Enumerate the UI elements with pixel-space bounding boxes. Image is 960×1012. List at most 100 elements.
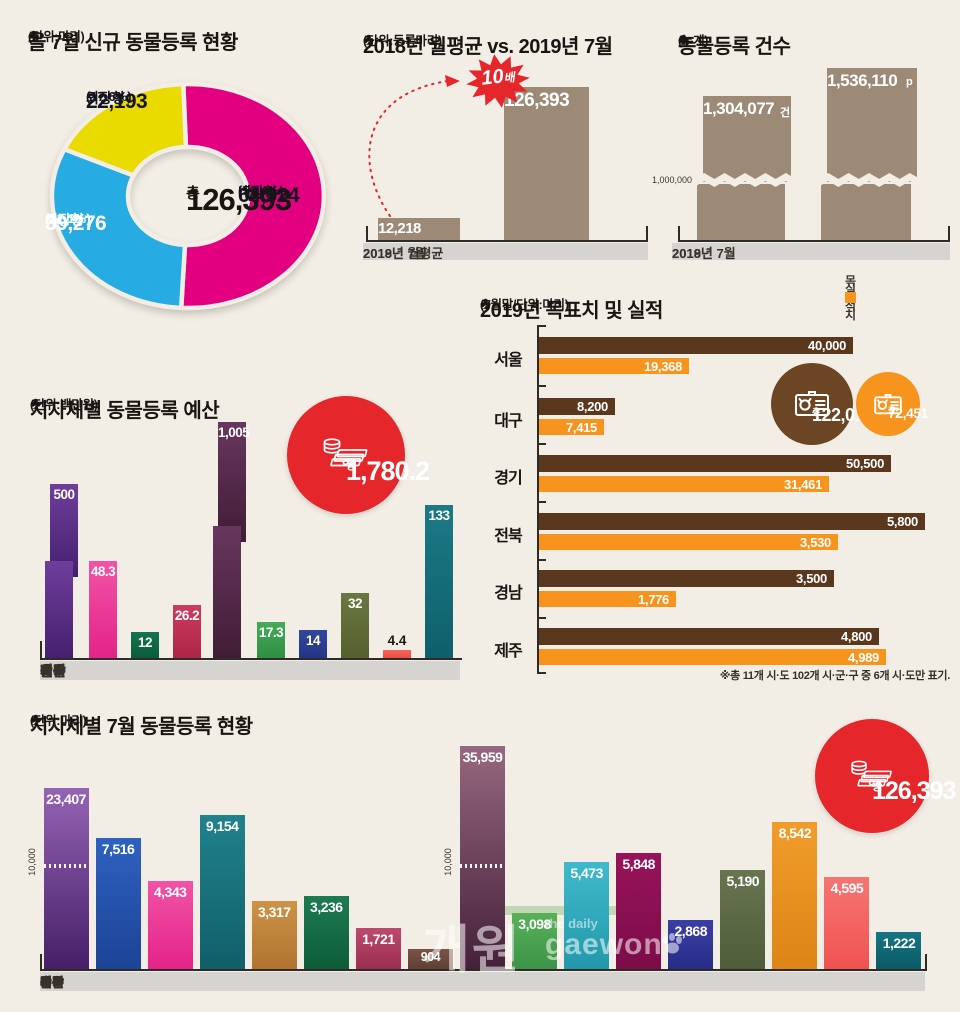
break-value-label: 10,000 (26, 848, 37, 876)
axis-tick (646, 226, 648, 242)
bar-value: 5,848 (622, 856, 655, 872)
axis-baseline (678, 240, 950, 242)
x-label: 2019년 7월 (672, 246, 736, 261)
pet-id-tag-icon (874, 393, 902, 414)
donut-chart (49, 81, 327, 311)
axis-tick (948, 226, 950, 242)
club-icon: ♣ (363, 30, 374, 49)
legend-actual: 실적 (845, 282, 857, 313)
bar-울산 (355, 928, 401, 969)
bar-제주 (876, 932, 922, 969)
growth-arrow (368, 75, 460, 217)
axis-break-zigzag (817, 172, 921, 188)
x-label-제주: 제주 (40, 663, 66, 679)
donut-slice-1 (49, 146, 188, 311)
bar-경기 (460, 746, 505, 969)
bar-전남 (720, 870, 766, 969)
x-label-전남: 전남 (40, 663, 66, 679)
bar-value: 133 (428, 508, 450, 523)
bar-경남 (383, 650, 411, 658)
x-label-경남: 경남 (40, 975, 64, 990)
bar-value: 3,317 (257, 904, 291, 920)
chart-footnote: ※총 11개 시·도 102개 시·군·구 중 6개 시·도만 표기. (719, 670, 951, 682)
axis-break-zigzag (693, 172, 797, 188)
bar-2019-lower (821, 184, 911, 242)
x-label-경남: 경남 (40, 663, 66, 679)
x-label-대전: 대전 (40, 663, 66, 679)
x-label-서울: 서울 (40, 975, 64, 990)
axis-tick (537, 559, 546, 561)
bar-인천 (199, 815, 245, 969)
axis-baseline (366, 240, 648, 242)
bar-광주 (251, 901, 297, 969)
axis-tick (537, 672, 546, 674)
bar-대구 (89, 561, 117, 658)
pet-id-tag-icon (795, 391, 829, 416)
bar-value: 23,407 (46, 791, 86, 807)
money-stack-icon (851, 760, 892, 787)
watermark-gaewon: gaewon (545, 928, 663, 961)
bar-경기-upper (218, 422, 246, 542)
x-label-충북: 충북 (40, 975, 64, 990)
goal-bar-서울: 40,000 (539, 337, 853, 354)
region-label: 서울 (494, 352, 522, 369)
bar-2018-monthly-avg: 12,218 (378, 218, 460, 240)
x-axis-strip: 2018년 월평균 2019년 7월 (363, 243, 648, 261)
bar-value: 4,595 (830, 880, 864, 896)
watermark-the-daily: the daily (545, 916, 598, 931)
bar-value: 12 (137, 635, 153, 650)
bar-2018-lower (697, 184, 785, 242)
axis-break-dash (460, 864, 505, 868)
bar-suffix: p (906, 76, 913, 88)
x-label-전북: 전북 (40, 975, 64, 990)
axis-tick (537, 617, 546, 619)
bar-value: 26.2 (174, 608, 200, 623)
bar-value: 904 (420, 950, 441, 964)
bar-2019-july: 126,393 (504, 87, 589, 240)
actual-bar-제주: 4,989 (539, 649, 886, 665)
x-label-전북: 전북 (40, 663, 66, 679)
x-label-전남: 전남 (40, 975, 64, 990)
goal-bar-제주: 4,800 (539, 628, 879, 645)
bar-전남 (341, 593, 369, 658)
bar-value: 9,154 (205, 818, 239, 834)
bar-경기-lower (213, 526, 241, 658)
x-label: 2018년 월평균 (363, 246, 444, 261)
bar-suffix: 건 (780, 107, 791, 119)
x-label-울산: 울산 (40, 663, 66, 679)
x-axis-strip: 서울 대구 대전 울산 경기 강원 전북 전남 경남 제주 (40, 661, 460, 680)
tenfold-star-badge (466, 54, 530, 108)
x-label-충남: 충남 (40, 975, 64, 990)
bar-충남 (616, 853, 662, 969)
goal-bar-경기: 50,500 (539, 455, 891, 472)
legend-swatch (845, 291, 856, 303)
x-label-서울: 서울 (40, 663, 66, 679)
bar-value: 2,868 (674, 923, 708, 939)
goal-bar-경남: 3,500 (539, 570, 834, 587)
axis-tick (40, 954, 42, 969)
bar-value: 32 (347, 596, 363, 611)
bar-대전 (303, 896, 349, 969)
region-label: 대구 (494, 413, 522, 430)
bar-2018-upper: 1,304,077 (703, 96, 791, 182)
bar-value: 17.3 (258, 625, 284, 640)
actual-bar-전북: 3,530 (539, 534, 838, 550)
donut-slice-2 (61, 81, 189, 179)
club-icon: ♣ (30, 710, 41, 729)
club-icon: ♣ (30, 394, 41, 413)
club-icon: ♣ (28, 26, 39, 45)
bar-value: 1,721 (362, 931, 395, 947)
axis-break-dash (43, 864, 89, 868)
axis-tick (678, 226, 680, 242)
actual-bar-서울: 19,368 (539, 358, 689, 374)
actual-bar-대구: 7,415 (539, 419, 604, 435)
x-label-인천: 인천 (40, 975, 64, 990)
actual-bar-경기: 31,461 (539, 476, 829, 492)
bar-부산 (95, 838, 141, 969)
july-total-badge: 총 126,393 (815, 719, 956, 833)
axis-baseline (40, 658, 462, 660)
x-label-제주: 제주 (40, 975, 64, 990)
region-label: 경남 (494, 585, 522, 602)
region-label: 전북 (494, 528, 522, 545)
